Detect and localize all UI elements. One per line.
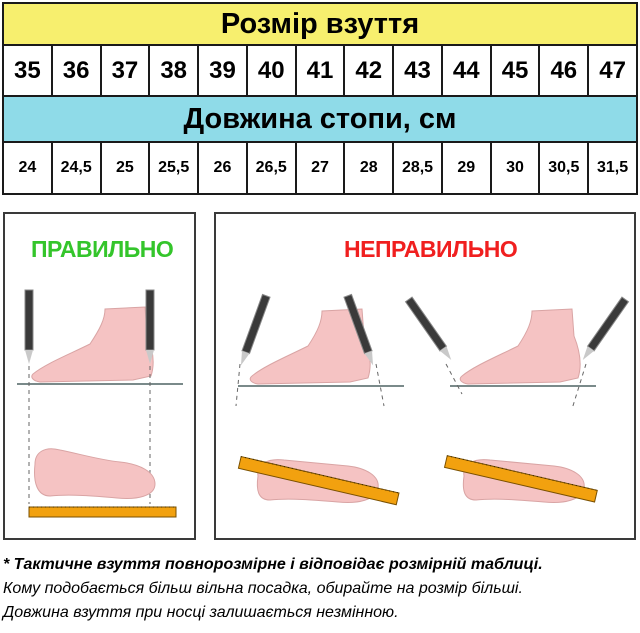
size-cell: 46 [540,46,590,95]
size-cell: 41 [297,46,346,95]
size-cell: 36 [53,46,102,95]
correct-panel: ПРАВИЛЬНО [3,212,196,540]
size-table-title: Розмір взуття [2,2,638,46]
size-cell: 38 [150,46,200,95]
correct-illustration [17,289,183,518]
length-cell: 30 [492,143,541,193]
incorrect-panel: НЕПРАВИЛЬНО [214,212,636,540]
length-cell: 24,5 [53,143,102,193]
pencil-icon [582,296,630,361]
length-cell: 27 [297,143,346,193]
length-cell: 29 [443,143,492,193]
size-cell: 43 [394,46,443,95]
length-row: 24 24,5 25 25,5 26 26,5 27 28 28,5 29 30… [2,143,638,195]
ruler-icon [237,455,400,506]
length-cell: 31,5 [597,159,629,176]
pencil-icon [145,289,155,364]
ruler-icon [443,455,598,503]
size-table: Розмір взуття 35 36 37 38 39 40 41 42 43… [2,2,638,195]
length-cell: 25,5 [150,143,200,193]
length-cell: 25 [102,143,151,193]
size-row: 35 36 37 38 39 40 41 42 43 44 45 46 47 [2,46,638,97]
note-line-2: Кому подобається більш вільна посадка, о… [3,580,523,597]
size-cell: 39 [199,46,248,95]
length-cell: 28,5 [394,143,443,193]
length-cell: 24 [4,143,53,193]
notes: * Тактичне взуття повнорозмірне і відпов… [3,553,637,625]
foot-side-icon [459,308,581,385]
length-cell: 30,5 [540,143,590,193]
size-cell: 45 [492,46,541,95]
pencil-icon [404,296,452,361]
size-cell: 40 [248,46,297,95]
size-cell: 42 [345,46,395,95]
note-line-3: Довжина взуття при носці залишається нез… [3,604,399,621]
correct-label: ПРАВИЛЬНО [31,236,174,262]
foot-side-icon [31,306,154,383]
length-cell: 26,5 [248,143,297,193]
note-line-1: * Тактичне взуття повнорозмірне і відпов… [3,556,543,573]
length-cell: 26 [199,143,248,193]
foot-sole-icon [34,448,156,499]
foot-length-title: Довжина стопи, см [2,97,638,143]
ruler-icon [28,506,177,518]
size-cell: 35 [4,46,53,95]
pencil-icon [343,293,374,366]
size-cell: 44 [443,46,492,95]
pencil-icon [24,289,34,364]
size-cell: 37 [102,46,151,95]
size-cell: 47 [599,56,626,84]
length-cell: 28 [345,143,395,193]
incorrect-illustration [235,293,630,506]
pencil-icon [240,293,271,366]
incorrect-label: НЕПРАВИЛЬНО [344,236,518,262]
